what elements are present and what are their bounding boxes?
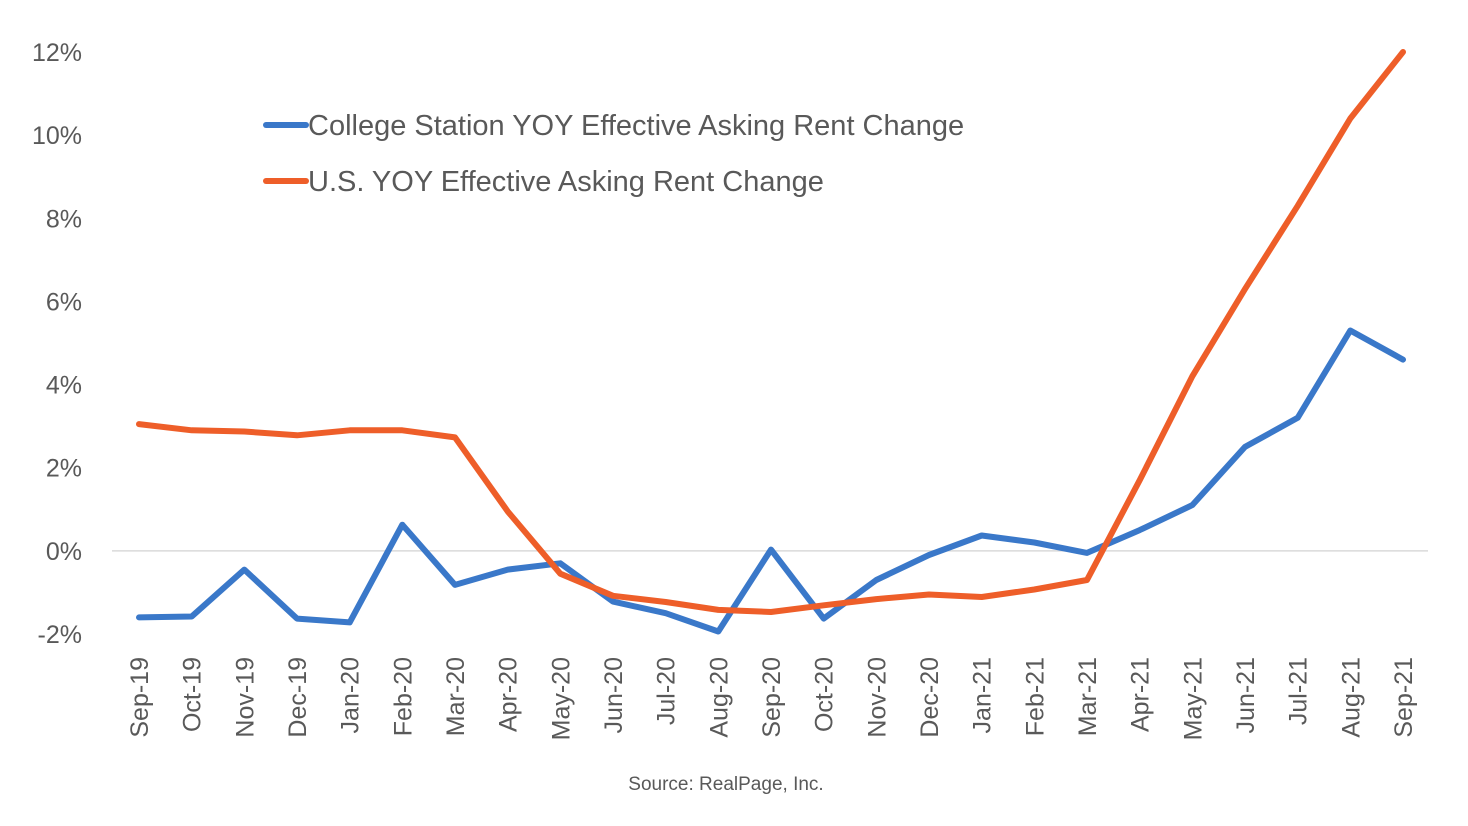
x-tick-label: Jun-20 [600,657,628,733]
legend-label: U.S. YOY Effective Asking Rent Change [308,166,824,198]
y-tick-label: 0% [46,538,82,566]
x-tick-label: Nov-19 [231,657,259,738]
y-axis-tick-labels: -2% 0% 2% 4% 6% 8% 10% 12% [32,39,82,649]
x-tick-label: May-20 [547,657,575,740]
x-tick-label: Jul-21 [1285,657,1313,725]
legend: College Station YOY Effective Asking Ren… [263,110,964,198]
x-tick-label: Apr-20 [495,657,523,732]
x-tick-label: Aug-21 [1337,657,1365,738]
y-tick-label: 4% [46,372,82,400]
x-axis-tick-labels: Sep-19 Oct-19 Nov-19 Dec-19 Jan-20 Feb-20 Mar-… [126,657,1418,740]
y-tick-label: 2% [46,455,82,483]
x-tick-label: Mar-21 [1074,657,1102,736]
x-tick-label: Sep-21 [1390,657,1418,738]
y-tick-label: 10% [32,122,82,150]
x-tick-label: Jul-20 [653,657,681,725]
x-tick-label: Jan-21 [969,657,997,733]
series-line-us [136,49,1406,615]
x-tick-label: Aug-20 [705,657,733,738]
y-tick-label: 6% [46,288,82,316]
x-tick-label: Oct-20 [811,657,839,732]
x-tick-label: Feb-21 [1021,657,1049,736]
x-tick-label: Jun-21 [1232,657,1260,733]
x-tick-label: Sep-19 [126,657,154,738]
x-tick-label: Nov-20 [863,657,891,738]
x-tick-label: Apr-21 [1127,657,1155,732]
y-tick-label: 12% [32,39,82,67]
y-tick-label: 8% [46,205,82,233]
series-line-college-station [136,327,1406,635]
x-tick-label: Dec-20 [916,657,944,738]
source-note: Source: RealPage, Inc. [628,774,823,795]
series-lines [136,49,1406,635]
x-tick-label: Oct-19 [179,657,207,732]
x-tick-label: Sep-20 [758,657,786,738]
x-tick-label: Mar-20 [442,657,470,736]
x-tick-label: Dec-19 [284,657,312,738]
x-tick-label: Feb-20 [389,657,417,736]
legend-label: College Station YOY Effective Asking Ren… [308,110,964,142]
y-tick-label: -2% [38,621,82,649]
x-tick-label: Jan-20 [337,657,365,733]
x-tick-label: May-21 [1179,657,1207,740]
